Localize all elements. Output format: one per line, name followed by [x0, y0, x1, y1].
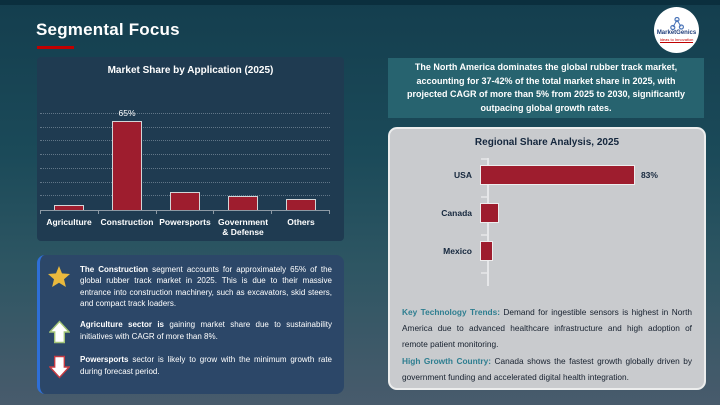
axis-tick — [271, 210, 330, 214]
note-body: Canada shows the fastest growth globally… — [402, 355, 692, 382]
application-chart-labels: Agriculture Construction Powersports Govern… — [40, 217, 330, 237]
category-label: USA — [454, 170, 472, 180]
bar-columns: 65% — [40, 108, 330, 210]
bar-value-label: 65% — [118, 107, 136, 118]
bar — [170, 192, 200, 210]
title-underline — [37, 46, 74, 49]
regional-panel: Regional Share Analysis, 2025 USA 83% Cana… — [388, 127, 706, 390]
logo-tagline: Ideas to Innovation — [659, 36, 694, 43]
page-title: Segmental Focus — [36, 20, 180, 39]
note-key-technology-trends: Key Technology Trends: Demand for ingest… — [402, 304, 692, 353]
insight-item-powersports: Powersports sector is likely to grow wit… — [46, 354, 332, 379]
bar-column-powersports — [156, 114, 214, 210]
gridline-60 — [40, 126, 330, 128]
category-label: Agriculture — [46, 217, 92, 227]
insight-item-agriculture: Agriculture sector is gaining market sha… — [46, 319, 332, 344]
insight-prefix: Agriculture sector is — [80, 320, 164, 330]
insights-box: The Construction segment accounts for ap… — [37, 255, 344, 394]
axis-tick — [213, 210, 271, 214]
axis-tick — [155, 210, 214, 214]
insight-item-construction: The Construction segment accounts for ap… — [46, 264, 332, 309]
category-label: Construction — [100, 217, 154, 227]
gridline-40 — [40, 154, 330, 156]
top-strip — [0, 0, 720, 5]
application-chart-panel: Market Share by Application (2025) 65% A… — [37, 57, 344, 241]
summary-box: The North America dominates the global r… — [388, 58, 704, 118]
axis-tick — [481, 196, 487, 198]
molecule-icon — [669, 17, 684, 31]
regional-notes: Key Technology Trends: Demand for ingest… — [402, 304, 692, 385]
bar — [112, 120, 142, 210]
regional-chart-title: Regional Share Analysis, 2025 — [474, 137, 620, 148]
note-label: High Growth Country: — [402, 355, 492, 366]
category-label: Others — [287, 217, 315, 227]
summary-text: The North America dominates the global r… — [406, 62, 686, 113]
insight-prefix: Powersports — [80, 355, 129, 365]
star-icon — [46, 264, 72, 288]
insight-prefix: The Construction — [80, 265, 149, 274]
application-chart-plot: 65% — [40, 108, 330, 210]
regional-bar-row-canada: Canada — [400, 194, 694, 232]
note-body: Demand for ingestible sensors is highest… — [402, 307, 692, 350]
gridline-30 — [40, 167, 330, 169]
axis-tick — [481, 234, 487, 236]
bar — [54, 204, 84, 210]
axis-tick — [481, 158, 487, 160]
category-label: Government & Defense — [217, 217, 269, 238]
gridline-50 — [40, 140, 330, 142]
bar-column-others — [272, 114, 330, 210]
bar-track — [480, 203, 694, 223]
bar-column-construction: 65% — [98, 108, 156, 210]
category-label: Powersports — [159, 217, 211, 227]
regional-chart: USA 83% Canada Mexico — [400, 156, 694, 296]
bar-column-agriculture — [40, 114, 98, 210]
bar — [480, 241, 494, 261]
note-high-growth-country: High Growth Country: Canada shows the fa… — [402, 353, 692, 385]
bar — [480, 165, 635, 185]
application-chart-ticks — [40, 210, 330, 214]
insight-text: Powersports sector is likely to grow wit… — [80, 354, 332, 377]
bar-track: 83% — [480, 165, 694, 185]
axis-tick — [40, 210, 98, 214]
category-label: Mexico — [443, 246, 472, 256]
application-chart-axis — [40, 210, 330, 211]
brand-logo: MarketGenics Ideas to Innovation — [654, 7, 699, 53]
note-label: Key Technology Trends: — [402, 307, 500, 317]
regional-bar-row-mexico: Mexico — [400, 232, 694, 270]
gridline-20 — [40, 181, 330, 183]
bar — [228, 196, 258, 210]
category-label: Canada — [441, 208, 472, 218]
bar — [480, 203, 499, 223]
up-arrow-icon — [46, 319, 72, 344]
bar-track — [480, 241, 694, 261]
down-arrow-icon — [46, 354, 72, 379]
insight-text: The Construction segment accounts for ap… — [80, 264, 332, 309]
bar — [286, 199, 316, 210]
logo-brand: MarketGenics — [656, 30, 697, 37]
gridline-70 — [40, 113, 330, 114]
axis-tick — [481, 272, 487, 274]
insight-body: sector is likely to grow with the minimu… — [80, 355, 332, 376]
application-chart-title: Market Share by Application (2025) — [107, 65, 274, 76]
insight-body: segment accounts for approximately 65% o… — [80, 265, 333, 309]
insight-text: Agriculture sector is gaining market sha… — [80, 319, 332, 342]
regional-bar-row-usa: USA 83% — [400, 156, 694, 194]
axis-tick — [97, 210, 156, 214]
bar-column-government-defense — [214, 114, 272, 210]
insight-body: gaining market share due to sustainabili… — [80, 320, 332, 341]
bar-value-label: 83% — [640, 170, 658, 180]
